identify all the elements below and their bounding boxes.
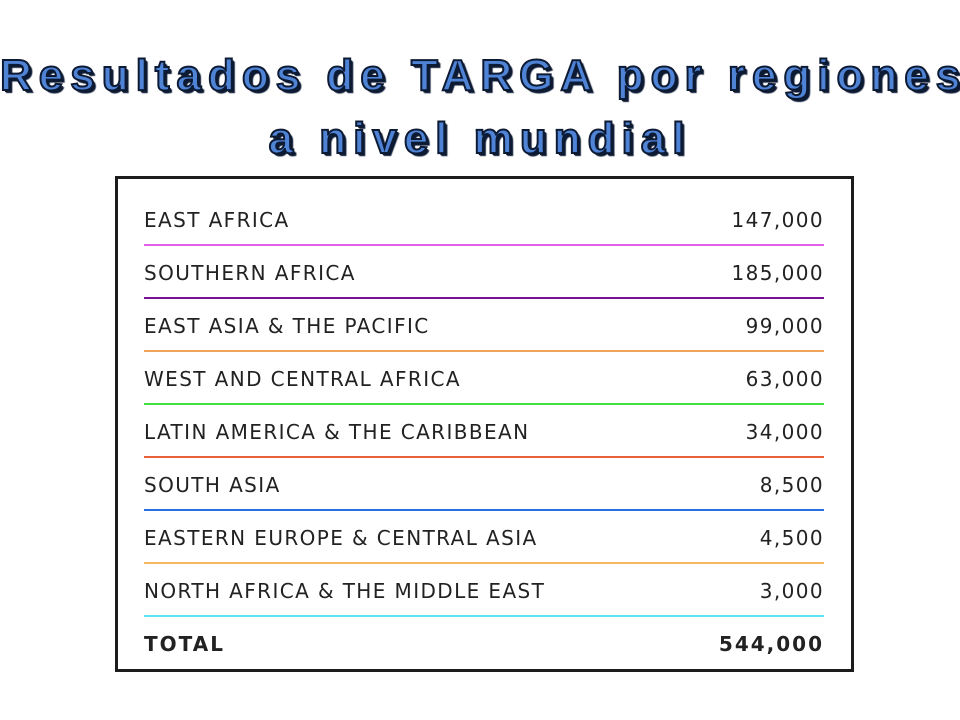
region-label: NORTH AFRICA & THE MIDDLE EAST (144, 579, 546, 603)
region-value: 3,000 (759, 579, 824, 603)
region-label: EASTERN EUROPE & CENTRAL ASIA (144, 526, 538, 550)
region-value: 147,000 (731, 208, 824, 232)
total-row: TOTAL 544,000 (144, 617, 824, 668)
table-row: LATIN AMERICA & THE CARIBBEAN 34,000 (144, 405, 824, 458)
region-value: 99,000 (745, 314, 824, 338)
table-row: SOUTH ASIA 8,500 (144, 458, 824, 511)
region-table: EAST AFRICA 147,000 SOUTHERN AFRICA 185,000… (115, 176, 854, 672)
region-label: EAST ASIA & THE PACIFIC (144, 314, 430, 338)
slide-title-line-2: a nivel mundial (268, 114, 692, 163)
slide-title-line-1: Resultados de TARGA por regiones (0, 51, 960, 100)
region-table-rows: EAST AFRICA 147,000 SOUTHERN AFRICA 185,000… (144, 193, 824, 668)
region-value: 63,000 (745, 367, 824, 391)
region-label: WEST AND CENTRAL AFRICA (144, 367, 461, 391)
table-row: SOUTHERN AFRICA 185,000 (144, 246, 824, 299)
total-label: TOTAL (144, 632, 225, 656)
table-row: WEST AND CENTRAL AFRICA 63,000 (144, 352, 824, 405)
region-label: LATIN AMERICA & THE CARIBBEAN (144, 420, 530, 444)
region-label: SOUTH ASIA (144, 473, 281, 497)
region-label: SOUTHERN AFRICA (144, 261, 356, 285)
table-row: NORTH AFRICA & THE MIDDLE EAST 3,000 (144, 564, 824, 617)
total-value: 544,000 (718, 632, 824, 656)
region-value: 185,000 (731, 261, 824, 285)
region-value: 8,500 (759, 473, 824, 497)
table-row: EAST ASIA & THE PACIFIC 99,000 (144, 299, 824, 352)
region-value: 34,000 (745, 420, 824, 444)
region-label: EAST AFRICA (144, 208, 290, 232)
region-value: 4,500 (759, 526, 824, 550)
table-row: EASTERN EUROPE & CENTRAL ASIA 4,500 (144, 511, 824, 564)
table-row: EAST AFRICA 147,000 (144, 193, 824, 246)
